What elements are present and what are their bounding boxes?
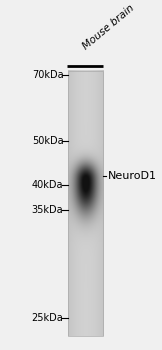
Text: 70kDa: 70kDa xyxy=(32,70,63,79)
Text: Mouse brain: Mouse brain xyxy=(81,3,136,52)
Text: 25kDa: 25kDa xyxy=(32,313,63,323)
Text: 40kDa: 40kDa xyxy=(32,180,63,190)
Text: 35kDa: 35kDa xyxy=(32,205,63,215)
Text: 50kDa: 50kDa xyxy=(32,136,63,146)
Text: NeuroD1: NeuroD1 xyxy=(108,171,157,181)
Bar xyxy=(68,70,103,336)
